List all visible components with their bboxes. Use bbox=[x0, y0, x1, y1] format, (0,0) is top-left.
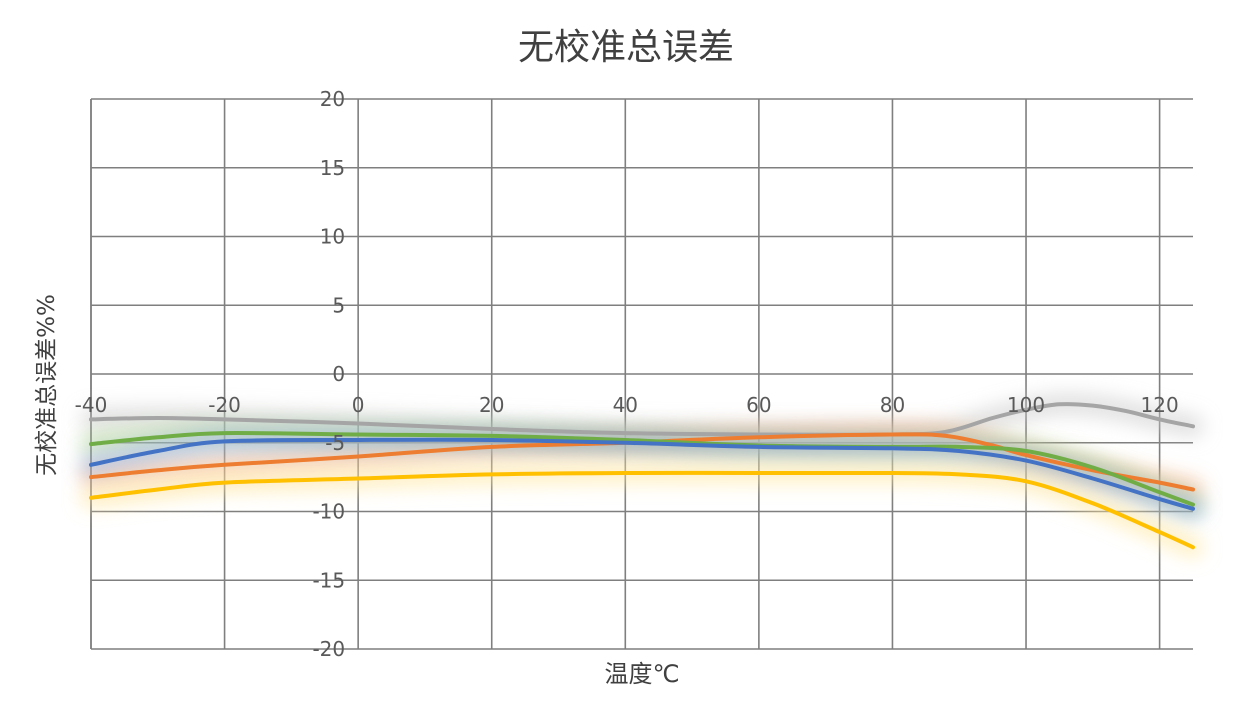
series-glow-4 bbox=[80, 461, 1204, 559]
series-point-3 bbox=[223, 439, 227, 443]
series-point-1 bbox=[156, 468, 160, 472]
series-point-3 bbox=[623, 441, 627, 445]
series-point-3 bbox=[1091, 477, 1095, 481]
x-tick-label: 100 bbox=[1007, 393, 1045, 417]
x-axis-title: 温度℃ bbox=[604, 660, 680, 688]
series-point-1 bbox=[1024, 453, 1028, 457]
series-point-4 bbox=[1158, 530, 1162, 534]
x-tick-label: 0 bbox=[352, 393, 365, 417]
series-point-0 bbox=[1091, 404, 1095, 408]
series-point-0 bbox=[991, 416, 995, 420]
series-point-3 bbox=[89, 463, 93, 467]
x-tick-label: -40 bbox=[75, 393, 108, 417]
series-point-0 bbox=[156, 416, 160, 420]
series-point-0 bbox=[1057, 402, 1061, 406]
x-tick-label: 60 bbox=[746, 393, 771, 417]
series-point-0 bbox=[623, 431, 627, 435]
series-point-3 bbox=[757, 445, 761, 449]
series-point-2 bbox=[223, 431, 227, 435]
series-point-2 bbox=[490, 434, 494, 438]
y-tick-label: -15 bbox=[312, 568, 345, 592]
series-point-1 bbox=[89, 475, 93, 479]
x-tick-label: -20 bbox=[208, 393, 241, 417]
series-line-3 bbox=[89, 437, 1195, 511]
y-tick-label: -10 bbox=[312, 500, 345, 524]
series-point-1 bbox=[490, 445, 494, 449]
series-point-3 bbox=[1024, 459, 1028, 463]
series-point-3 bbox=[1158, 497, 1162, 501]
series-point-0 bbox=[1124, 409, 1128, 413]
y-tick-label: 10 bbox=[320, 225, 345, 249]
series-point-4 bbox=[356, 477, 360, 481]
series-point-4 bbox=[1024, 479, 1028, 483]
series-point-2 bbox=[156, 435, 160, 439]
series-point-1 bbox=[1191, 488, 1195, 492]
x-tick-label: 80 bbox=[880, 393, 905, 417]
series-point-4 bbox=[1091, 501, 1095, 505]
series-point-2 bbox=[957, 445, 961, 449]
series-point-4 bbox=[757, 471, 761, 475]
y-tick-label: -5 bbox=[325, 431, 345, 455]
x-tick-labels: -40 -20 0 20 40 60 80 100 120 bbox=[75, 393, 1179, 417]
series-glow bbox=[80, 393, 1204, 559]
series-point-4 bbox=[1191, 545, 1195, 549]
series-point-2 bbox=[1024, 449, 1028, 453]
x-tick-label: 120 bbox=[1141, 393, 1179, 417]
series-point-0 bbox=[944, 430, 948, 434]
series-point-4 bbox=[490, 472, 494, 476]
series-point-2 bbox=[89, 442, 93, 446]
series-point-2 bbox=[356, 433, 360, 437]
series-point-3 bbox=[957, 449, 961, 453]
series-point-0 bbox=[223, 417, 227, 421]
series-point-3 bbox=[490, 438, 494, 442]
y-tick-label: 0 bbox=[332, 362, 345, 386]
series-point-0 bbox=[1191, 424, 1195, 428]
series-point-2 bbox=[1191, 503, 1195, 507]
series-point-4 bbox=[890, 471, 894, 475]
series-point-0 bbox=[1158, 417, 1162, 421]
series-point-3 bbox=[356, 438, 360, 442]
series-point-0 bbox=[490, 427, 494, 431]
series-point-1 bbox=[356, 455, 360, 459]
y-tick-label: 15 bbox=[320, 156, 345, 180]
y-tick-label: 5 bbox=[332, 293, 345, 317]
y-tick-label: 20 bbox=[320, 87, 345, 111]
series-point-4 bbox=[957, 472, 961, 476]
series-line-4 bbox=[89, 470, 1195, 550]
series-point-4 bbox=[89, 496, 93, 500]
grid bbox=[90, 98, 1193, 650]
series-point-3 bbox=[1191, 507, 1195, 511]
x-tick-label: 20 bbox=[479, 393, 504, 417]
series-point-3 bbox=[156, 449, 160, 453]
series-point-0 bbox=[89, 417, 93, 421]
series-point-2 bbox=[1158, 490, 1162, 494]
series-line-1 bbox=[89, 432, 1195, 492]
series-point-1 bbox=[944, 434, 948, 438]
series-point-1 bbox=[890, 433, 894, 437]
series-point-0 bbox=[356, 422, 360, 426]
chart-title: 无校准总误差 bbox=[517, 27, 734, 68]
series-point-3 bbox=[890, 446, 894, 450]
series-point-1 bbox=[223, 463, 227, 467]
series-point-1 bbox=[757, 435, 761, 439]
series-point-4 bbox=[623, 471, 627, 475]
series-point-2 bbox=[1091, 466, 1095, 470]
series-point-4 bbox=[223, 481, 227, 485]
series-lines bbox=[89, 402, 1195, 550]
y-tick-labels: 20 15 10 5 0 -5 -10 -15 -20 bbox=[312, 87, 345, 661]
series-point-1 bbox=[1158, 481, 1162, 485]
y-tick-label: -20 bbox=[312, 637, 345, 661]
series-point-4 bbox=[156, 488, 160, 492]
x-tick-label: 40 bbox=[613, 393, 638, 417]
